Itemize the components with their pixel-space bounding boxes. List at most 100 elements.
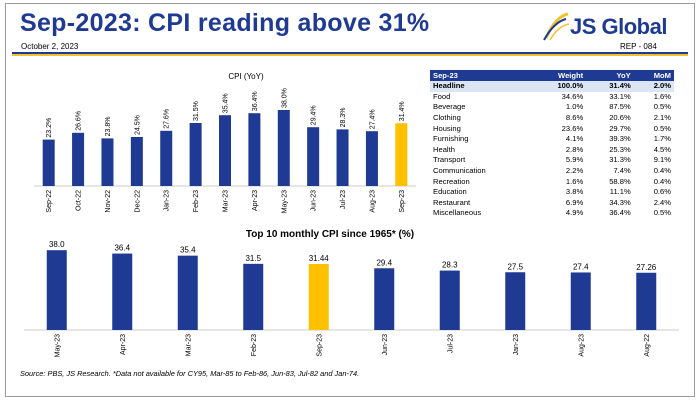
- tick-label-Sep-23: Sep-23: [399, 190, 406, 213]
- page-frame: [5, 3, 695, 397]
- tick-label-Jun-23: Jun-23: [311, 190, 318, 212]
- table-cell: 2.0%: [633, 81, 674, 92]
- table-header-3: MoM: [633, 70, 674, 81]
- tick-label-May-23: May-23: [54, 334, 61, 357]
- table-cell: Food: [433, 91, 451, 101]
- tick-label-Feb-23: Feb-23: [193, 190, 200, 212]
- tick-label-Oct-22: Oct-22: [76, 190, 83, 211]
- table-row: Miscellaneous 4.9% 36.4% 0.5%: [430, 208, 674, 219]
- bar-Sep-23: [395, 123, 408, 186]
- bar-Oct-22: [72, 132, 85, 186]
- data-label-Aug-23: 27.4%: [369, 109, 376, 129]
- table-row: Food 34.6% 33.1% 1.6%: [430, 92, 674, 103]
- table-cell: Housing: [433, 123, 461, 133]
- table-cell: 2.1%: [653, 113, 671, 123]
- bar-Feb-23: [189, 123, 202, 186]
- data-label-Jan-23: 27.6%: [164, 109, 171, 129]
- data-label-Aug-22: 27.26: [636, 263, 657, 272]
- table-header-2: YoY: [586, 70, 634, 81]
- bar-Aug-22: [636, 272, 657, 330]
- logo-mark-icon: [543, 12, 570, 41]
- bar-Nov-22: [101, 138, 114, 186]
- table-cell: 3.8%: [565, 187, 584, 197]
- table-cell: 31.3%: [609, 155, 631, 165]
- table-row: Restaurant 6.9% 34.3% 2.4%: [430, 198, 674, 209]
- table-cell: 29.7%: [609, 123, 631, 133]
- tick-label-Mar-23: Mar-23: [185, 334, 192, 356]
- data-label-Oct-22: 26.6%: [76, 111, 83, 131]
- table-cell: 4.5%: [653, 144, 671, 154]
- header-rule-blue: [12, 52, 688, 54]
- chart2-title: Top 10 monthly CPI since 1965* (%): [245, 229, 415, 240]
- table-cell: 5.9%: [565, 155, 584, 165]
- table-cell: Education: [433, 187, 467, 197]
- table-cell: 34.6%: [561, 91, 584, 101]
- table-cell: Furnishing: [433, 134, 469, 144]
- table-header-1: Weight: [531, 70, 587, 81]
- table-cell: Miscellaneous: [433, 208, 482, 218]
- table-cell: 2.4%: [653, 197, 671, 207]
- tick-label-May-23: May-23: [281, 190, 288, 213]
- data-label-Feb-23: 31.5%: [193, 101, 200, 121]
- table-cell: 20.6%: [609, 113, 631, 123]
- page-title: Sep-2023: CPI reading above 31%: [20, 9, 430, 37]
- table-cell: 0.4%: [653, 166, 671, 176]
- bar-Jul-23: [439, 270, 460, 330]
- tick-label-Apr-23: Apr-23: [120, 334, 127, 355]
- bar-May-23: [277, 110, 290, 186]
- table-row: Furnishing 4.1% 39.3% 1.7%: [430, 134, 674, 145]
- table-cell: 8.6%: [565, 113, 584, 123]
- tick-label-Jul-23: Jul-23: [447, 334, 454, 353]
- table-cell: Headline: [430, 81, 532, 92]
- table-row: Transport 5.9% 31.3% 9.1%: [430, 155, 674, 166]
- table-body: Headline 100.0% 31.4% 2.0% Food 34.6% 33.1% 1.6…: [430, 81, 674, 219]
- data-label-Apr-23: 36.4: [114, 244, 130, 253]
- tick-label-Jul-23: Jul-23: [340, 190, 347, 209]
- table-cell: 0.5%: [653, 208, 671, 218]
- table-cell: 2.2%: [565, 166, 584, 176]
- table-cell: 7.4%: [613, 166, 631, 176]
- table-cell: 9.1%: [653, 155, 671, 165]
- data-label-Feb-23: 31.5: [245, 254, 261, 263]
- tick-label-Jan-23: Jan-23: [513, 334, 520, 356]
- data-label-Sep-23: 31.44: [309, 254, 330, 263]
- top10-cpi-chart: 38.0 May-23 36.4 Apr-23 35.4 Mar-23 31.5 Feb-23…: [24, 240, 679, 357]
- tick-label-Dec-22: Dec-22: [134, 190, 141, 213]
- bar-Apr-23: [112, 253, 133, 330]
- chart1-title: CPI (YoY): [228, 72, 264, 81]
- table-cell: 23.6%: [561, 123, 584, 133]
- data-label-Dec-22: 24.5%: [134, 115, 141, 135]
- table-row: Housing 23.6% 29.7% 0.5%: [430, 123, 674, 134]
- table-row: Recreation 1.6% 58.8% 0.4%: [430, 176, 674, 187]
- table-row: Health 2.8% 25.3% 4.5%: [430, 145, 674, 156]
- table-row: Education 3.8% 11.1% 0.6%: [430, 187, 674, 198]
- bar-Sep-23: [308, 263, 329, 330]
- bar-Aug-23: [570, 272, 591, 330]
- tick-label-Feb-23: Feb-23: [251, 334, 258, 356]
- bar-Jun-23: [307, 127, 320, 186]
- table-cell: 58.8%: [609, 176, 631, 186]
- table-cell: 11.1%: [609, 187, 631, 197]
- table-cell: 36.4%: [609, 208, 631, 218]
- table-cell: 39.3%: [609, 134, 631, 144]
- table-cell: 25.3%: [609, 144, 631, 154]
- bar-Jun-23: [374, 268, 395, 330]
- table-cell: 1.6%: [653, 91, 671, 101]
- data-label-Jan-23: 27.5: [507, 262, 523, 271]
- tick-label-Mar-23: Mar-23: [223, 190, 230, 212]
- tick-label-Sep-23: Sep-23: [316, 334, 323, 357]
- table-cell: 33.1%: [609, 91, 631, 101]
- table-cell: 1.6%: [565, 176, 584, 186]
- tick-label-Aug-23: Aug-23: [369, 190, 376, 213]
- logo-text: JS Global: [570, 14, 667, 39]
- table-cell: 6.9%: [565, 197, 584, 207]
- tick-label-Jan-23: Jan-23: [164, 190, 171, 212]
- table-cell: 100.0%: [531, 81, 587, 92]
- table-row: Headline 100.0% 31.4% 2.0%: [430, 81, 674, 92]
- bar-Sep-22: [42, 139, 55, 186]
- bar-Jan-23: [505, 272, 526, 330]
- source-note: Source: PBS, JS Research. *Data not avai…: [20, 369, 360, 378]
- report-date: October 2, 2023: [21, 42, 79, 51]
- table-cell: 87.5%: [609, 102, 631, 112]
- table-cell: 1.0%: [565, 102, 584, 112]
